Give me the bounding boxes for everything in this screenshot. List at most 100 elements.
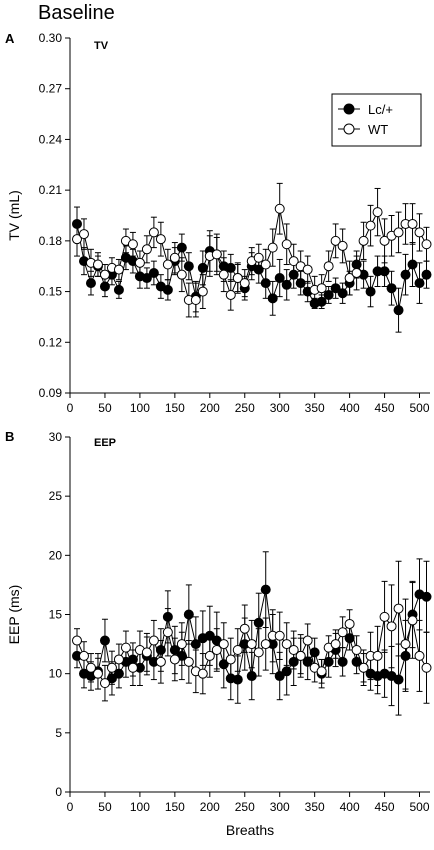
data-point bbox=[421, 239, 432, 250]
data-point bbox=[113, 264, 124, 275]
data-point bbox=[162, 259, 173, 270]
data-point bbox=[344, 618, 355, 629]
data-point bbox=[281, 639, 292, 650]
x-tick-label: 300 bbox=[270, 401, 290, 415]
x-tick-label: 350 bbox=[305, 401, 325, 415]
data-point bbox=[211, 249, 222, 260]
data-point bbox=[99, 635, 110, 646]
x-tick-label: 150 bbox=[165, 401, 185, 415]
data-point bbox=[386, 283, 397, 294]
data-point bbox=[267, 242, 278, 253]
panel-tag: TV bbox=[94, 40, 109, 52]
data-point bbox=[141, 647, 152, 658]
data-point bbox=[330, 283, 341, 294]
data-point bbox=[302, 264, 313, 275]
data-point bbox=[260, 584, 271, 595]
data-point bbox=[344, 273, 355, 284]
data-point bbox=[260, 259, 271, 270]
data-point bbox=[400, 639, 411, 650]
data-point bbox=[288, 256, 299, 267]
data-point bbox=[351, 267, 362, 278]
y-tick-label: 25 bbox=[49, 489, 63, 503]
data-point bbox=[414, 650, 425, 661]
data-point bbox=[274, 671, 285, 682]
data-point bbox=[393, 674, 404, 685]
data-point bbox=[92, 668, 103, 679]
y-tick-label: 0.09 bbox=[39, 386, 63, 400]
data-point bbox=[92, 259, 103, 270]
panel-letter: B bbox=[5, 429, 14, 444]
data-point bbox=[379, 266, 390, 277]
data-point bbox=[176, 269, 187, 280]
data-point bbox=[197, 668, 208, 679]
data-point bbox=[421, 269, 432, 280]
x-tick-label: 400 bbox=[340, 401, 360, 415]
data-point bbox=[71, 234, 82, 245]
x-tick-label: 450 bbox=[375, 401, 395, 415]
data-point bbox=[169, 654, 180, 665]
data-point bbox=[407, 259, 418, 270]
x-tick-label: 450 bbox=[375, 800, 395, 814]
data-point bbox=[330, 235, 341, 246]
data-point bbox=[162, 627, 173, 638]
data-point bbox=[274, 630, 285, 641]
data-point bbox=[239, 623, 250, 634]
data-point bbox=[288, 645, 299, 655]
data-point bbox=[400, 269, 411, 280]
data-point bbox=[316, 666, 327, 677]
figure-title: Baseline bbox=[38, 2, 115, 24]
x-tick-label: 100 bbox=[130, 800, 150, 814]
data-point bbox=[407, 615, 418, 626]
data-point bbox=[246, 671, 257, 682]
x-tick-label: 150 bbox=[165, 800, 185, 814]
data-point bbox=[155, 656, 166, 667]
data-point bbox=[176, 639, 187, 650]
data-point bbox=[204, 650, 215, 661]
data-point bbox=[267, 293, 278, 304]
y-tick-label: 0.24 bbox=[39, 132, 63, 146]
data-point bbox=[225, 654, 236, 665]
y-tick-label: 5 bbox=[55, 726, 62, 740]
y-tick-label: 15 bbox=[49, 608, 63, 622]
data-point bbox=[183, 261, 194, 272]
series-wt bbox=[71, 182, 432, 318]
x-tick-label: 500 bbox=[409, 800, 429, 814]
y-tick-label: 0.18 bbox=[39, 234, 63, 248]
y-tick-label: 10 bbox=[49, 667, 63, 681]
data-point bbox=[232, 674, 243, 685]
legend-box bbox=[331, 93, 422, 147]
y-tick-label: 20 bbox=[49, 548, 63, 562]
data-point bbox=[232, 645, 243, 655]
data-point bbox=[253, 617, 264, 628]
legend-marker bbox=[343, 103, 355, 115]
data-point bbox=[155, 234, 166, 245]
legend-marker bbox=[343, 123, 355, 135]
data-point bbox=[358, 235, 369, 246]
data-point bbox=[393, 227, 404, 238]
x-tick-label: 200 bbox=[200, 800, 220, 814]
data-point bbox=[372, 650, 383, 661]
data-point bbox=[393, 305, 404, 316]
data-point bbox=[218, 269, 229, 280]
y-tick-label: 0.12 bbox=[39, 335, 63, 349]
data-point bbox=[71, 635, 82, 646]
data-point bbox=[330, 639, 341, 650]
data-point bbox=[162, 284, 173, 295]
data-point bbox=[183, 656, 194, 667]
series-wt bbox=[71, 560, 432, 704]
data-point bbox=[295, 650, 306, 661]
legend-label: WT bbox=[368, 122, 388, 137]
data-point bbox=[99, 678, 110, 689]
data-point bbox=[274, 203, 285, 214]
data-point bbox=[337, 240, 348, 251]
data-point bbox=[386, 621, 397, 632]
data-point bbox=[253, 647, 264, 658]
x-tick-label: 250 bbox=[235, 401, 255, 415]
data-point bbox=[421, 662, 432, 673]
data-point bbox=[281, 279, 292, 290]
y-tick-label: 0.30 bbox=[39, 31, 63, 45]
data-point bbox=[323, 289, 334, 300]
data-point bbox=[351, 645, 362, 655]
data-point bbox=[134, 257, 145, 268]
